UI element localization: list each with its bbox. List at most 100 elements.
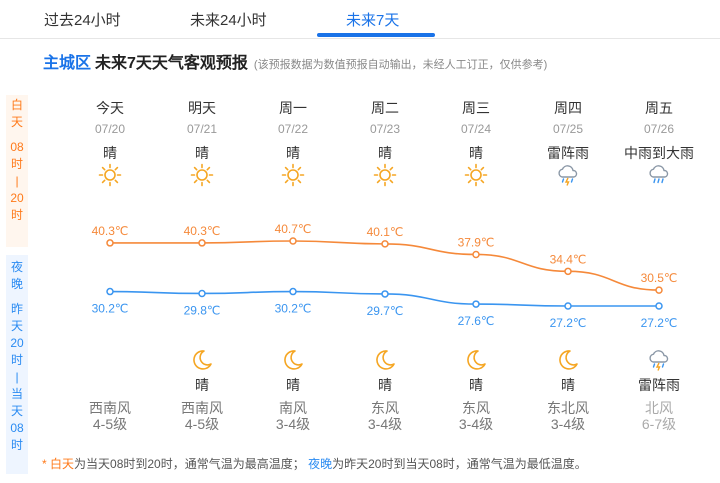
- wind-direction: 西南风: [89, 400, 131, 416]
- wind-direction: 东风: [462, 400, 490, 416]
- day-weather-text: 晴: [195, 145, 209, 161]
- thunder-rain-icon: [556, 163, 580, 187]
- wind-level: 6-7级: [641, 416, 677, 432]
- footnote-day-word: 白天: [50, 457, 75, 471]
- night-weather-text: 晴: [378, 377, 392, 393]
- day-date: 07/26: [643, 122, 675, 136]
- wind-direction: 南风: [279, 400, 307, 416]
- low-temp-label: 27.6℃: [458, 314, 495, 328]
- low-temp-point: [655, 302, 663, 310]
- footnote: * 白天为当天08时到20时，通常气温为最高温度； 夜晚为昨天20时到当天08时…: [42, 457, 587, 471]
- high-temp-point: [381, 240, 389, 248]
- high-temp-point: [198, 239, 206, 247]
- day-period-label: 白天 08 时 | 20 时: [6, 95, 28, 247]
- night-weather-text: 晴: [469, 377, 483, 393]
- sun-icon: [373, 163, 397, 187]
- low-temp-label: 27.2℃: [550, 316, 587, 330]
- wind-info: 东北风 3-4级: [528, 400, 608, 432]
- sun-icon: [464, 163, 488, 187]
- low-temp-label: 30.2℃: [92, 302, 129, 316]
- day-date: 07/23: [369, 122, 401, 136]
- day-date: 07/21: [186, 122, 218, 136]
- high-temp-point: [472, 250, 480, 259]
- thunder-rain-icon: [647, 348, 671, 372]
- day-date: 07/22: [277, 122, 309, 136]
- footnote-day-desc: 为当天08时到20时，通常气温为最高温度；: [74, 457, 305, 471]
- low-temp-point: [472, 300, 480, 308]
- moon-icon: [281, 348, 305, 372]
- wind-direction: 北风: [645, 400, 673, 416]
- day-date: 07/24: [460, 122, 492, 136]
- wind-level: 3-4级: [550, 416, 586, 432]
- wind-level: 4-5级: [92, 416, 128, 432]
- night-period-label: 夜晚 昨天 20 时 | 当天 08 时: [6, 255, 28, 474]
- high-temp-point: [289, 237, 297, 245]
- day-name: 今天: [96, 100, 124, 116]
- high-temp-label: 40.7℃: [275, 222, 312, 236]
- low-temp-label: 29.8℃: [184, 303, 221, 317]
- day-date: 07/20: [94, 122, 126, 136]
- moon-icon: [190, 348, 214, 372]
- high-temp-point: [564, 267, 572, 276]
- high-temp-label: 40.3℃: [184, 224, 221, 238]
- sun-icon: [98, 163, 122, 187]
- day-weather-text: 晴: [103, 145, 117, 161]
- high-temp-point: [106, 239, 114, 247]
- wind-info: 东风 3-4级: [436, 400, 516, 432]
- wind-level: 3-4级: [275, 416, 311, 432]
- low-temp-point: [289, 287, 297, 296]
- sun-icon: [190, 163, 214, 187]
- footnote-night-desc: 为昨天20时到当天08时，通常气温为最低温度。: [332, 457, 587, 471]
- wind-level: 3-4级: [458, 416, 494, 432]
- forecast-header: 主城区 未来7天天气客观预报 (该预报数据为数值预报自动输出，未经人工订正，仅供参考…: [43, 49, 547, 73]
- page-title: 未来7天天气客观预报: [95, 55, 248, 72]
- moon-icon: [373, 348, 397, 372]
- tab-past-24h[interactable]: 过去24小时: [44, 12, 121, 29]
- tab-next-24h[interactable]: 未来24小时: [190, 12, 267, 29]
- wind-info: 西南风 4-5级: [70, 400, 150, 432]
- tab-next-7d[interactable]: 未来7天: [346, 12, 400, 29]
- day-name: 周五: [645, 100, 673, 116]
- night-weather-text: 晴: [286, 377, 300, 393]
- wind-info: 北风 6-7级: [619, 400, 699, 432]
- rain-icon: [647, 163, 671, 187]
- day-name: 周三: [462, 100, 490, 116]
- wind-info: 南风 3-4级: [253, 400, 333, 432]
- day-date: 07/25: [552, 122, 584, 136]
- low-temp-point: [381, 290, 389, 298]
- day-name: 周二: [371, 100, 399, 116]
- day-weather-text: 晴: [378, 145, 392, 161]
- wind-info: 东风 3-4级: [345, 400, 425, 432]
- low-temp-point: [198, 289, 206, 298]
- day-weather-text: 雷阵雨: [547, 145, 589, 161]
- low-temp-point: [106, 287, 114, 296]
- day-weather-text: 晴: [286, 145, 300, 161]
- high-temp-label: 37.9℃: [458, 235, 495, 249]
- night-weather-text: 晴: [561, 377, 575, 393]
- moon-icon: [464, 348, 488, 372]
- high-temp-label: 34.4℃: [550, 252, 587, 266]
- sun-icon: [281, 163, 305, 187]
- day-name: 明天: [188, 100, 216, 116]
- footnote-night-word: 夜晚: [308, 457, 333, 471]
- day-weather-text: 晴: [469, 145, 483, 161]
- day-weather-text: 中雨到大雨: [624, 145, 694, 161]
- moon-icon: [556, 348, 580, 372]
- day-name: 周四: [554, 100, 582, 116]
- wind-direction: 西南风: [181, 400, 223, 416]
- wind-direction: 东北风: [547, 400, 589, 416]
- active-tab-indicator: [317, 33, 435, 37]
- low-temp-point: [564, 302, 572, 310]
- high-temp-label: 30.5℃: [641, 271, 678, 285]
- wind-level: 4-5级: [184, 416, 220, 432]
- disclaimer-note: (该预报数据为数值预报自动输出，未经人工订正，仅供参考): [253, 59, 548, 71]
- day-name: 周一: [279, 100, 307, 116]
- wind-direction: 东风: [371, 400, 399, 416]
- low-temp-label: 27.2℃: [641, 316, 678, 330]
- high-temp-label: 40.1℃: [367, 225, 404, 239]
- low-temp-label: 30.2℃: [275, 302, 312, 316]
- wind-level: 3-4级: [367, 416, 403, 432]
- tab-bar: 过去24小时 未来24小时 未来7天: [0, 0, 720, 39]
- high-temp-label: 40.3℃: [92, 224, 129, 238]
